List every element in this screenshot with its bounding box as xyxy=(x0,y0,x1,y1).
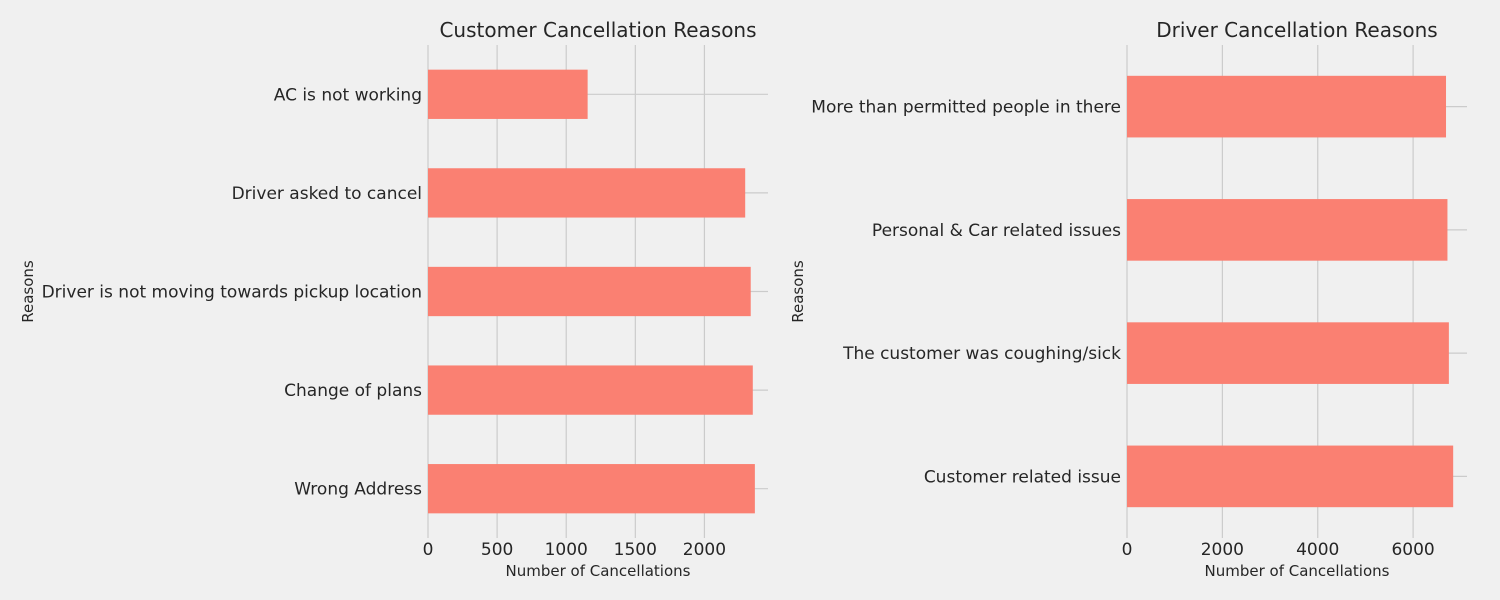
y-tick-label: Driver is not moving towards pickup loca… xyxy=(42,283,422,303)
x-tick-label: 1000 xyxy=(545,540,588,560)
y-tick-label: More than permitted people in there xyxy=(811,98,1121,118)
y-tick-label: AC is not working xyxy=(274,85,422,105)
y-tick-label: Driver asked to cancel xyxy=(232,184,422,204)
bar xyxy=(428,266,751,317)
x-axis-label: Number of Cancellations xyxy=(506,562,691,580)
x-tick-label: 0 xyxy=(1122,540,1133,560)
chart-title: Driver Cancellation Reasons xyxy=(1156,18,1437,42)
chart-2: More than permitted people in there Perso… xyxy=(789,18,1467,580)
bar xyxy=(428,69,588,119)
x-tick-label: 4000 xyxy=(1296,540,1339,560)
x-tick-label: 6000 xyxy=(1391,540,1434,560)
y-tick-label: Wrong Address xyxy=(294,480,422,500)
x-tick-label: 2000 xyxy=(683,540,726,560)
x-tick-label: 2000 xyxy=(1201,540,1244,560)
x-tick-label: 500 xyxy=(481,540,513,560)
x-axis-label: Number of Cancellations xyxy=(1205,562,1390,580)
y-axis-label: Reasons xyxy=(19,260,37,323)
bar xyxy=(1127,445,1454,508)
y-axis-label: Reasons xyxy=(789,260,807,323)
bar xyxy=(1127,75,1447,138)
bar xyxy=(1127,322,1449,384)
y-tick-label: Personal & Car related issues xyxy=(872,221,1121,241)
bar xyxy=(428,168,746,218)
x-tick-label: 1500 xyxy=(614,540,657,560)
y-tick-label: The customer was coughing/sick xyxy=(842,344,1121,364)
x-tick-label: 0 xyxy=(423,540,434,560)
bar xyxy=(428,464,755,514)
chart-1: AC is not working Driver asked to cancel D… xyxy=(19,18,768,580)
y-tick-label: Customer related issue xyxy=(924,467,1121,487)
bar xyxy=(428,365,753,415)
y-tick-label: Change of plans xyxy=(284,381,422,401)
chart-title: Customer Cancellation Reasons xyxy=(439,18,756,42)
bar xyxy=(1127,199,1448,261)
